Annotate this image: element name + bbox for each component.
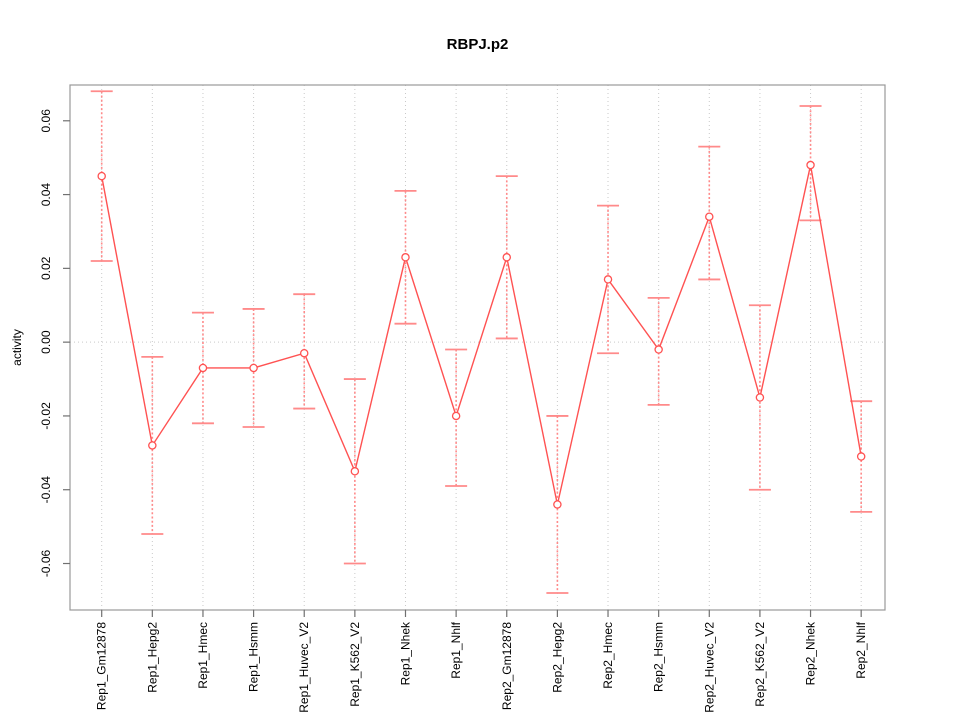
y-tick-label: -0.02 <box>39 402 53 430</box>
y-tick-label: 0.02 <box>39 256 53 280</box>
data-point <box>148 441 157 450</box>
data-point <box>249 363 258 373</box>
x-axis: Rep1_Gm12878 Rep1_Hepg2 Rep1_Hmec Rep1_Hsmm… <box>95 610 868 713</box>
x-tick-label: Rep1_Nhlf <box>449 621 463 678</box>
y-tick-label: 0.00 <box>39 330 53 354</box>
data-points <box>97 160 866 509</box>
x-tick-label: Rep1_Hmec <box>196 622 210 689</box>
plot-border <box>69 84 886 611</box>
y-tick-label: -0.04 <box>39 476 53 504</box>
x-tick-label: Rep2_Nhlf <box>854 621 868 678</box>
data-point <box>198 363 208 373</box>
x-tick-label: Rep1_Hsmm <box>247 622 261 692</box>
data-point <box>451 411 461 421</box>
data-line <box>101 164 862 505</box>
data-point <box>603 275 613 284</box>
y-axis-label: activity <box>10 329 24 366</box>
data-point <box>856 452 866 461</box>
data-point <box>654 345 663 354</box>
data-point <box>806 160 815 170</box>
x-tick-label: Rep2_Nhek <box>804 621 818 685</box>
data-point <box>755 393 765 402</box>
x-tick-label: Rep2_Hmec <box>601 622 615 689</box>
x-tick-label: Rep2_Hepg2 <box>550 622 564 693</box>
data-point <box>502 253 512 262</box>
y-axis: 0.06 0.04 0.02 0.00 -0.02 -0.04 -0.06 <box>39 109 70 577</box>
data-point <box>401 253 410 262</box>
x-tick-label: Rep1_K562_V2 <box>348 622 362 707</box>
x-tick-label: Rep1_Huvec_V2 <box>297 622 311 713</box>
x-tick-label: Rep2_Gm12878 <box>500 622 514 710</box>
y-tick-label: 0.04 <box>39 183 53 207</box>
x-tick-label: Rep1_Gm12878 <box>95 622 109 710</box>
x-tick-label: Rep2_K562_V2 <box>753 622 767 707</box>
x-tick-label: Rep2_Huvec_V2 <box>702 622 716 713</box>
x-tick-label: Rep1_Nhek <box>398 621 412 685</box>
data-point <box>299 348 309 358</box>
data-point <box>97 171 106 181</box>
x-tick-label: Rep2_Hsmm <box>652 622 666 692</box>
y-tick-label: 0.06 <box>39 109 53 133</box>
data-point <box>350 467 360 476</box>
data-point <box>705 212 714 221</box>
data-point <box>553 500 562 509</box>
chart-title: RBPJ.p2 <box>447 36 509 53</box>
y-tick-label: -0.06 <box>39 550 53 578</box>
x-tick-label: Rep1_Hepg2 <box>145 622 159 693</box>
